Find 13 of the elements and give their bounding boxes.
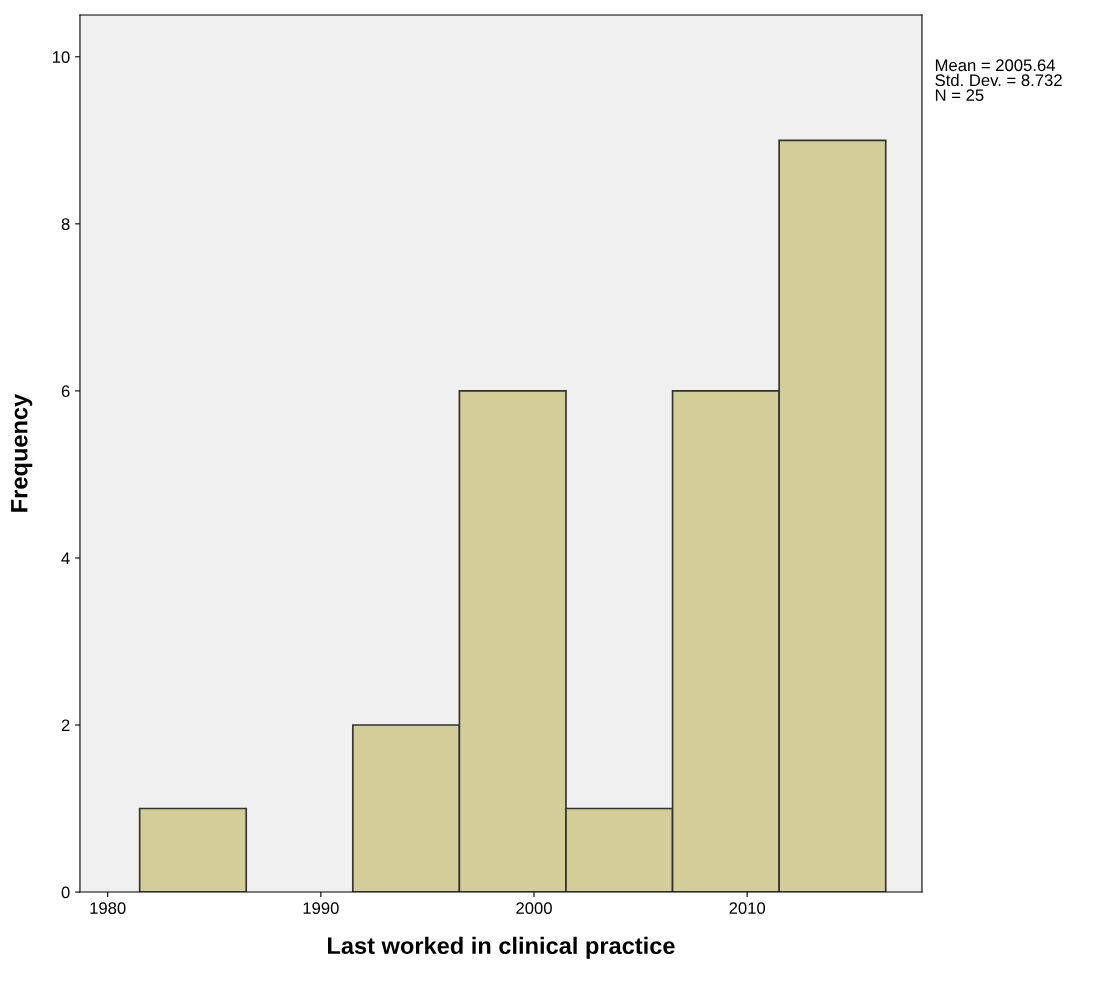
x-tick-label: 2000 [516,902,552,915]
text: Mean = 2005.64 Std. Dev. = 8.732 N = 25 [935,59,1062,102]
x-tick-label: 1990 [303,902,339,915]
y-axis-title: Frequency [11,393,33,512]
y-tick-label: 2 [61,719,70,732]
y-tick-label: 6 [61,385,70,398]
y-tick-label: 10 [52,51,70,63]
x-tick-label: 1980 [90,902,126,915]
x-axis-title: Last worked in clinical practice [328,936,675,959]
y-tick-label: 0 [61,886,70,899]
y-tick-label: 8 [61,218,70,231]
y-tick-label: 4 [61,552,70,564]
x-tick-label: 2010 [729,902,766,915]
